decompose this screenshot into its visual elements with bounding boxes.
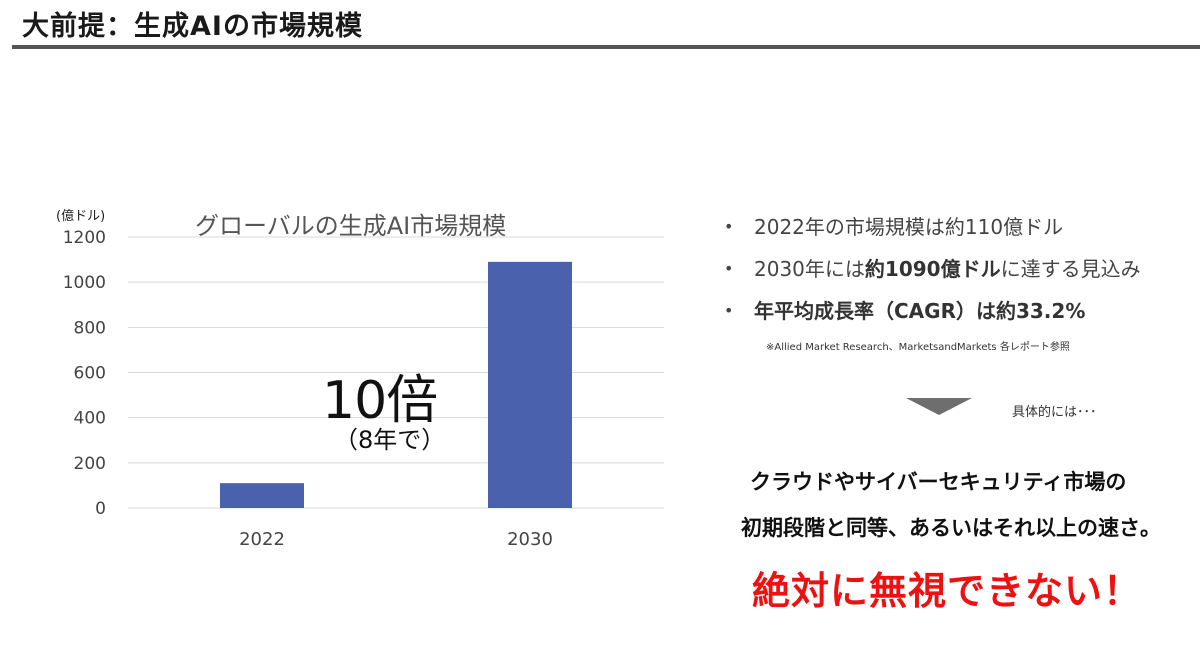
y-axis-unit-label: (億ドル) <box>56 209 106 224</box>
y-tick-label: 800 <box>74 318 106 338</box>
growth-callout-period: （8年で） <box>334 426 446 454</box>
y-tick-label: 1000 <box>63 273 106 293</box>
growth-callout: 10倍 <box>322 371 438 431</box>
list-item: • 2022年の市場規模は約110億ドル <box>724 212 1141 254</box>
x-tick-label: 2022 <box>239 529 285 550</box>
y-tick-label: 400 <box>74 409 106 429</box>
list-item: • 年平均成長率（CAGR）は約33.2% <box>724 296 1141 338</box>
y-tick-label: 200 <box>74 454 106 474</box>
bar-chart: 0 200 400 600 800 1000 1200 2022 2030 <box>63 228 664 550</box>
y-tick-label: 600 <box>74 364 106 384</box>
bullet-marker: • <box>724 301 734 320</box>
list-item: • 2030年には約1090億ドルに達する見込み <box>724 254 1141 296</box>
bullet-text: 2030年には <box>754 257 865 281</box>
key-facts-list: • 2022年の市場規模は約110億ドル • 2030年には約1090億ドルに達… <box>724 212 1141 338</box>
comparison-statement-line2: 初期段階と同等、あるいはそれ以上の速さ。 <box>741 516 1161 540</box>
bullet-emphasis: 年平均成長率（CAGR）は約33.2% <box>754 299 1086 323</box>
down-arrow-icon <box>906 398 972 415</box>
bullet-marker: • <box>724 259 734 278</box>
source-note: ※Allied Market Research、MarketsandMarket… <box>766 342 1070 353</box>
page-title: 大前提：生成AIの市場規模 <box>22 11 363 42</box>
emphasis-message: 絶対に無視できない！ <box>752 569 1143 613</box>
comparison-statement-line1: クラウドやサイバーセキュリティ市場の <box>750 470 1127 494</box>
bullet-text: 2022年の市場規模は約110億ドル <box>754 215 1064 239</box>
y-tick-label: 0 <box>95 499 106 519</box>
bar <box>220 483 304 508</box>
bullet-emphasis: 約1090億ドル <box>864 257 1001 281</box>
bar <box>488 261 572 508</box>
bullet-text-suffix: に達する見込み <box>1000 257 1141 281</box>
bullet-marker: • <box>724 217 734 236</box>
chart-title: グローバルの生成AI市場規模 <box>195 212 507 240</box>
y-tick-label: 1200 <box>63 228 106 248</box>
header-divider <box>12 45 1200 49</box>
transition-label: 具体的には･･･ <box>1012 405 1097 420</box>
x-tick-label: 2030 <box>507 529 553 550</box>
